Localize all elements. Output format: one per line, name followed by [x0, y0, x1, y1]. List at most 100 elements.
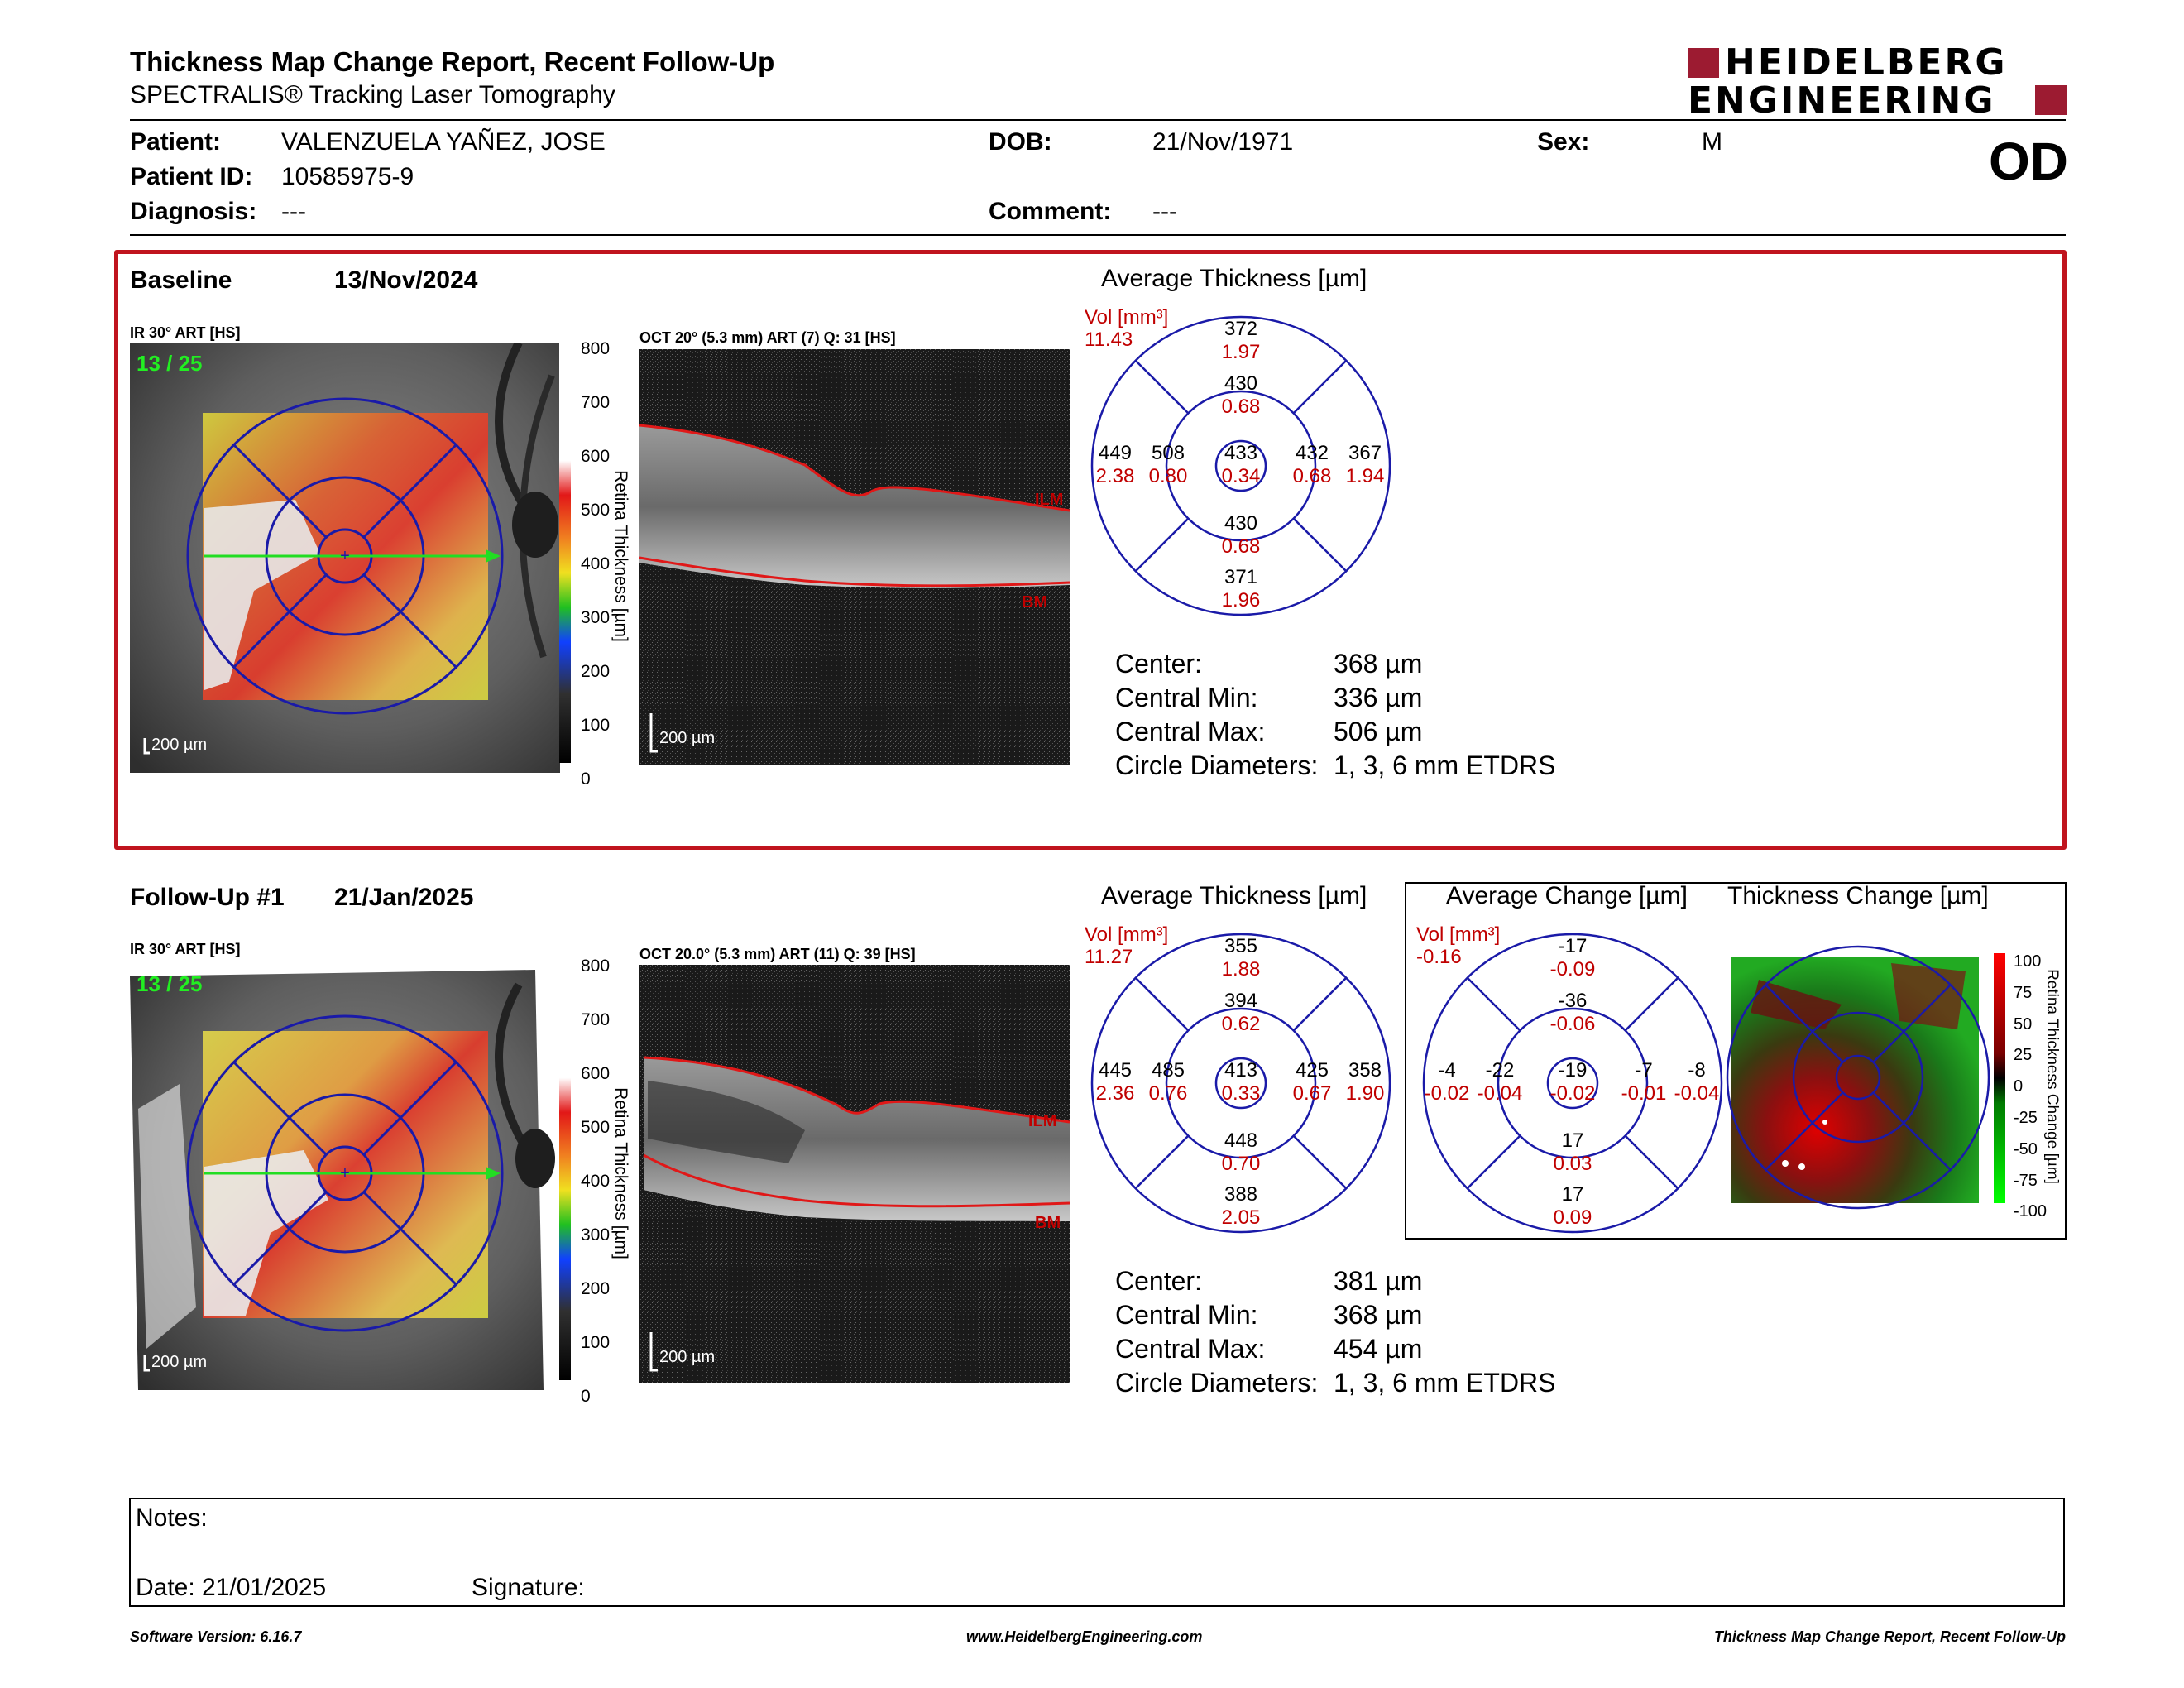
change-scale-ticks: 100 75 50 25 0 -25 -50 -75 -100 — [2014, 947, 2047, 1228]
outer-sup-thickness: 372 — [1224, 318, 1257, 340]
circle-diameters-value: 1, 3, 6 mm ETDRS — [1334, 1368, 1556, 1398]
logo-square-bottom — [2035, 85, 2067, 115]
ilm-line — [643, 1056, 1070, 1124]
central-max-label: Central Max: — [1115, 1334, 1266, 1364]
outer-temp-volume: 2.38 — [1096, 465, 1135, 487]
bm-line — [643, 1153, 1070, 1208]
patient-id-label: Patient ID: — [130, 163, 253, 190]
inner-inf-change: 17 — [1562, 1129, 1584, 1152]
outer-nas-thickness: 367 — [1348, 442, 1382, 464]
inner-sup-volume: 0.62 — [1222, 1013, 1261, 1035]
center-value: 368 µm — [1334, 649, 1423, 679]
center-label: Center: — [1115, 649, 1202, 679]
baseline-stats-values: 368 µm 336 µm 506 µm 1, 3, 6 mm ETDRS — [1334, 647, 1556, 783]
center-volume: 0.34 — [1222, 465, 1261, 487]
fluid-cavities — [648, 1081, 805, 1163]
outer-nas-thickness: 358 — [1348, 1059, 1382, 1081]
scale-tick: 500 — [581, 501, 611, 520]
followup-stats-values: 381 µm 368 µm 454 µm 1, 3, 6 mm ETDRS — [1334, 1264, 1556, 1400]
outer-inf-change: 17 — [1562, 1183, 1584, 1206]
diagnosis-value: --- — [281, 198, 306, 225]
change-tick: -50 — [2014, 1139, 2038, 1158]
footer-report-name: Thickness Map Change Report, Recent Foll… — [1713, 1628, 2066, 1645]
scale-tick: 600 — [581, 1064, 611, 1083]
vol-total: 11.27 — [1085, 946, 1133, 968]
baseline-fundus-image[interactable]: + 13 / 25 200 µm — [130, 343, 560, 773]
outer-temp-thickness: 445 — [1099, 1059, 1132, 1081]
change-tick: 50 — [2014, 1014, 2033, 1033]
baseline-stats-labels: Center: Central Min: Central Max: Circle… — [1115, 647, 1318, 783]
notes-label: Notes: — [136, 1504, 208, 1532]
thick-region — [204, 1150, 328, 1316]
ir-scale-label: 200 µm — [151, 1353, 207, 1371]
header-rule — [130, 119, 2066, 121]
dob-value: 21/Nov/1971 — [1152, 128, 1294, 156]
inner-inf-thickness: 430 — [1224, 512, 1257, 535]
inner-temp-thickness: 508 — [1152, 442, 1185, 464]
patient-rule — [130, 234, 2066, 236]
patient-id: 10585975-9 — [281, 163, 414, 190]
central-min-value: 336 µm — [1334, 683, 1423, 712]
followup-thickness-scale — [559, 948, 630, 1380]
scale-bar — [143, 738, 150, 755]
outer-sup-thickness: 355 — [1224, 935, 1257, 957]
scale-tick: 200 — [581, 662, 611, 681]
logo-line1: HEIDELBERG — [1725, 41, 2008, 84]
patient-name: VALENZUELA YAÑEZ, JOSE — [281, 128, 606, 156]
scale-tick: 700 — [581, 393, 611, 412]
outer-temp-thickness: 449 — [1099, 442, 1132, 464]
comment-value: --- — [1152, 198, 1177, 225]
inner-nas-vol-change: -0.01 — [1621, 1082, 1667, 1105]
followup-oct-label: OCT 20.0° (5.3 mm) ART (11) Q: 39 [HS] — [639, 946, 916, 962]
change-tick: 75 — [2014, 983, 2033, 1002]
optic-disc — [512, 492, 558, 558]
followup-stats-labels: Center: Central Min: Central Max: Circle… — [1115, 1264, 1318, 1400]
inner-sup-volume: 0.68 — [1222, 396, 1261, 418]
outer-inf-thickness: 388 — [1224, 1183, 1257, 1206]
outer-nas-vol-change: -0.04 — [1674, 1082, 1720, 1105]
scale-tick: 100 — [581, 716, 611, 735]
inner-sup-change: -36 — [1559, 990, 1588, 1012]
fovea-cross: + — [340, 547, 350, 565]
scan-direction-arrow — [486, 1167, 500, 1180]
center-change: -19 — [1559, 1059, 1588, 1081]
central-min-value: 368 µm — [1334, 1300, 1423, 1330]
signature-label: Signature: — [472, 1574, 585, 1601]
baseline-frame — [114, 250, 2067, 850]
thinning-region — [1891, 963, 1966, 1029]
center-thickness: 433 — [1224, 442, 1257, 464]
inner-inf-vol-change: 0.03 — [1554, 1153, 1592, 1175]
baseline-scale-title: Retina Thickness [µm] — [611, 470, 630, 642]
inner-temp-change: -22 — [1486, 1059, 1515, 1081]
inner-inf-volume: 0.70 — [1222, 1153, 1261, 1175]
sex-value: M — [1702, 128, 1722, 156]
baseline-date: 13/Nov/2024 — [334, 266, 478, 294]
followup-vol-block: Vol [mm³] 11.27 — [1085, 923, 1168, 968]
scale-tick: 300 — [581, 1225, 611, 1244]
etdrs-grid-overlay — [186, 397, 504, 715]
baseline-oct-bscan[interactable]: ILM BM 200 µm — [639, 349, 1070, 765]
followup-oct-bscan[interactable]: ILM BM 200 µm — [639, 965, 1070, 1383]
retina-layer — [639, 425, 1070, 588]
website-link[interactable]: www.HeidelbergEngineering.com — [966, 1628, 1203, 1645]
change-title: Average Change [µm] — [1446, 882, 1688, 909]
followup-fundus-image[interactable]: + 13 / 25 200 µm — [130, 960, 560, 1390]
scale-tick: 400 — [581, 554, 611, 573]
inner-sup-thickness: 430 — [1224, 372, 1257, 395]
baseline-thickness-scale — [559, 331, 630, 763]
change-vol-block: Vol [mm³] -0.16 — [1416, 923, 1500, 968]
scale-tick: 100 — [581, 1333, 611, 1352]
ilm-label: ILM — [1028, 1112, 1056, 1130]
bm-label: BM — [1022, 593, 1047, 611]
scale-tick: 300 — [581, 608, 611, 627]
notes-box[interactable] — [129, 1498, 2065, 1607]
inner-temp-volume: 0.76 — [1149, 1082, 1188, 1105]
thickness-change-map[interactable] — [1726, 930, 1990, 1228]
bm-line — [639, 556, 1070, 587]
change-map-grid — [1726, 945, 1990, 1210]
outer-sup-volume: 1.97 — [1222, 341, 1261, 363]
inner-temp-vol-change: -0.04 — [1478, 1082, 1523, 1105]
ilm-line — [639, 424, 1070, 512]
outer-temp-volume: 2.36 — [1096, 1082, 1135, 1105]
change-scale-title: Retina Thickness Change [µm] — [2043, 969, 2061, 1184]
